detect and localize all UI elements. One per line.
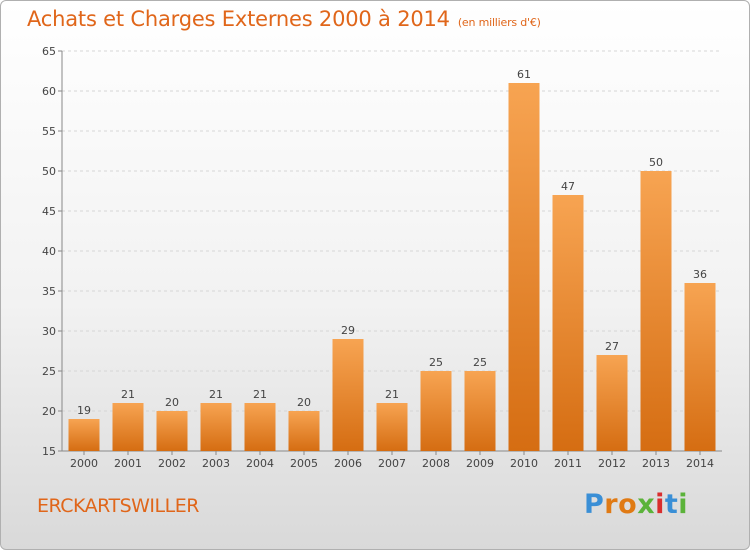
logo-letter: o [618, 489, 638, 520]
x-tick-label: 2011 [554, 457, 582, 470]
x-tick-label: 2004 [246, 457, 274, 470]
x-tick-label: 2012 [598, 457, 626, 470]
y-tick-label: 35 [42, 285, 56, 298]
logo-letter: x [637, 489, 656, 520]
data-label: 25 [473, 356, 487, 369]
data-label: 21 [121, 388, 135, 401]
data-label: 20 [165, 396, 179, 409]
x-tick-label: 2006 [334, 457, 362, 470]
y-tick-label: 40 [42, 245, 56, 258]
bar [332, 339, 364, 451]
bar [112, 403, 144, 451]
y-tick-label: 45 [42, 205, 56, 218]
x-tick-label: 2010 [510, 457, 538, 470]
bar [640, 171, 672, 451]
chart-title-text: Achats et Charges Externes 2000 à 2014 [27, 7, 450, 31]
x-tick-label: 2007 [378, 457, 406, 470]
y-tick-label: 30 [42, 325, 56, 338]
bar [156, 411, 188, 451]
data-label: 25 [429, 356, 443, 369]
y-tick-label: 20 [42, 405, 56, 418]
x-tick-label: 2008 [422, 457, 450, 470]
chart-title: Achats et Charges Externes 2000 à 2014 (e… [27, 7, 541, 31]
logo-letter: t [664, 489, 679, 520]
logo-letter: P [584, 489, 605, 520]
x-tick-label: 2005 [290, 457, 318, 470]
bar [596, 355, 628, 451]
x-tick-label: 2003 [202, 457, 230, 470]
y-tick-label: 60 [42, 85, 56, 98]
bar [552, 195, 584, 451]
bar [376, 403, 408, 451]
bar [464, 371, 496, 451]
bar [68, 419, 100, 451]
proxiti-logo: Proxiti [584, 489, 688, 520]
bar [244, 403, 276, 451]
data-label: 21 [385, 388, 399, 401]
bar [684, 283, 716, 451]
data-label: 50 [649, 156, 663, 169]
commune-name: ERCKARTSWILLER [37, 495, 199, 517]
x-tick-label: 2013 [642, 457, 670, 470]
data-label: 47 [561, 180, 575, 193]
bar [200, 403, 232, 451]
x-tick-label: 2002 [158, 457, 186, 470]
data-label: 21 [209, 388, 223, 401]
y-tick-label: 15 [42, 445, 56, 458]
bar [288, 411, 320, 451]
x-tick-label: 2000 [70, 457, 98, 470]
x-tick-label: 2014 [686, 457, 714, 470]
data-label: 19 [77, 404, 91, 417]
data-label: 27 [605, 340, 619, 353]
data-label: 36 [693, 268, 707, 281]
data-label: 29 [341, 324, 355, 337]
bar [508, 83, 540, 451]
data-label: 61 [517, 68, 531, 81]
data-label: 20 [297, 396, 311, 409]
x-tick-label: 2001 [114, 457, 142, 470]
logo-letter: r [604, 489, 619, 520]
x-tick-label: 2009 [466, 457, 494, 470]
y-tick-label: 25 [42, 365, 56, 378]
data-label: 21 [253, 388, 267, 401]
y-tick-label: 50 [42, 165, 56, 178]
bar [420, 371, 452, 451]
logo-letter: i [655, 489, 665, 520]
chart-unit-label: (en milliers d'€) [457, 16, 541, 29]
y-tick-label: 55 [42, 125, 56, 138]
y-tick-label: 65 [42, 45, 56, 58]
logo-letter: i [678, 489, 689, 520]
